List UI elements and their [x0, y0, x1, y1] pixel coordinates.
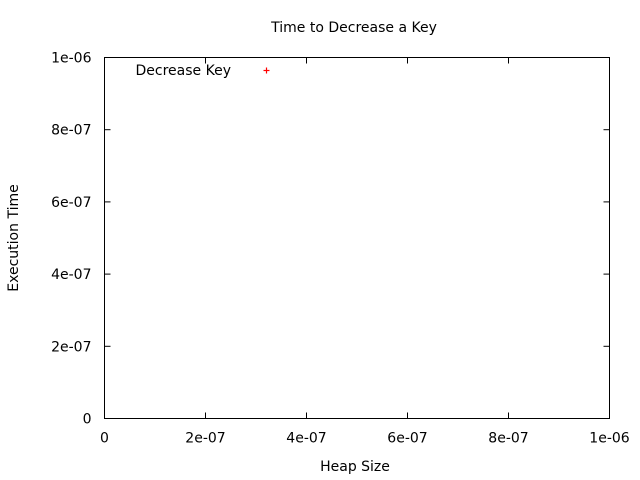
y-tick-label: 6e-07 — [51, 195, 91, 211]
x-tick-label: 0 — [100, 431, 109, 447]
x-tick-label: 6e-07 — [387, 431, 427, 447]
y-tick-label: 1e-06 — [51, 51, 91, 67]
x-tick-label: 4e-07 — [286, 431, 326, 447]
x-axis-label: Heap Size — [320, 459, 390, 475]
legend-marker-plus — [263, 67, 270, 74]
x-tick-label: 8e-07 — [488, 431, 528, 447]
plot-area — [104, 57, 610, 419]
y-tick-label: 4e-07 — [51, 267, 91, 283]
chart-title: Time to Decrease a Key — [270, 20, 437, 36]
legend: Decrease Key — [136, 63, 270, 79]
y-tick-label: 0 — [83, 412, 92, 428]
y-tick-label: 8e-07 — [51, 123, 91, 139]
x-tick-label: 2e-07 — [185, 431, 225, 447]
x-axis: 0 2e-07 4e-07 6e-07 8e-07 1e-06 — [100, 57, 630, 447]
y-axis-label: Execution Time — [6, 184, 22, 291]
legend-label-decrease-key: Decrease Key — [136, 63, 231, 79]
plot-border — [104, 57, 610, 419]
legend-marker-decrease-key — [263, 67, 270, 74]
y-axis: 0 2e-07 4e-07 6e-07 8e-07 1e-06 — [51, 51, 610, 428]
x-tick-label: 1e-06 — [589, 431, 629, 447]
y-tick-label: 2e-07 — [51, 339, 91, 355]
